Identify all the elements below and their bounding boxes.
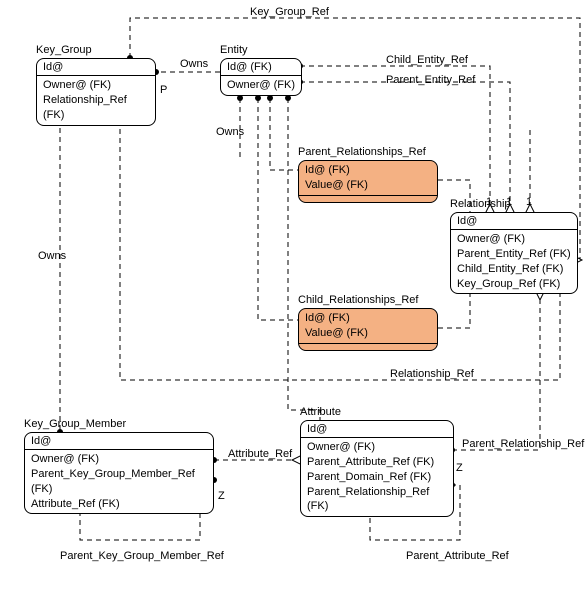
- key-group-box: Id@ Owner@ (FK) Relationship_Ref (FK): [36, 58, 156, 126]
- parent-rel-ref-row: Id@ (FK): [305, 163, 431, 178]
- key-group-row: Owner@ (FK): [43, 78, 149, 93]
- entity-row: Owner@ (FK): [227, 78, 295, 93]
- attribute-title: Attribute: [300, 406, 341, 418]
- label-parent-rel-ref: Parent_Relationship_Ref: [462, 438, 584, 450]
- label-one: 1: [526, 196, 532, 208]
- attribute-row: Parent_Relationship_Ref (FK): [307, 485, 447, 515]
- kgm-row: Attribute_Ref (FK): [31, 497, 207, 512]
- kgm-row: Owner@ (FK): [31, 452, 207, 467]
- kgm-box: Id@ Owner@ (FK) Parent_Key_Group_Member_…: [24, 432, 214, 514]
- child-rel-ref-box: Id@ (FK) Value@ (FK): [298, 308, 438, 351]
- label-z: Z: [456, 462, 463, 474]
- parent-rel-ref-row: Value@ (FK): [305, 178, 431, 193]
- relationship-row: Parent_Entity_Ref (FK): [457, 247, 571, 262]
- label-one: 1: [506, 196, 512, 208]
- entity-box: Id@ (FK) Owner@ (FK): [220, 58, 302, 96]
- child-rel-ref-title: Child_Relationships_Ref: [298, 294, 418, 306]
- label-one: 1: [486, 196, 492, 208]
- key-group-header: Id@: [37, 59, 155, 76]
- relationship-row: Key_Group_Ref (FK): [457, 277, 571, 292]
- label-z: Z: [218, 490, 225, 502]
- attribute-box: Id@ Owner@ (FK) Parent_Attribute_Ref (FK…: [300, 420, 454, 517]
- label-key-group-ref: Key_Group_Ref: [250, 6, 329, 18]
- label-owns: Owns: [38, 250, 66, 262]
- entity-header: Id@ (FK): [221, 59, 301, 76]
- attribute-row: Parent_Attribute_Ref (FK): [307, 455, 447, 470]
- label-parent-attr-ref: Parent_Attribute_Ref: [406, 550, 509, 562]
- label-child-entity-ref: Child_Entity_Ref: [386, 54, 468, 66]
- parent-rel-ref-title: Parent_Relationships_Ref: [298, 146, 426, 158]
- label-relationship-ref: Relationship_Ref: [390, 368, 474, 380]
- relationship-header: Id@: [451, 213, 577, 230]
- child-rel-ref-row: Value@ (FK): [305, 326, 431, 341]
- relationship-title: Relationship: [450, 198, 511, 210]
- label-owns: Owns: [180, 58, 208, 70]
- kgm-row: Parent_Key_Group_Member_Ref (FK): [31, 467, 207, 497]
- label-parent-entity-ref: Parent_Entity_Ref: [386, 74, 475, 86]
- relationship-row: Owner@ (FK): [457, 232, 571, 247]
- key-group-row: Relationship_Ref (FK): [43, 93, 149, 123]
- attribute-header: Id@: [301, 421, 453, 438]
- label-attribute-ref: Attribute_Ref: [228, 448, 292, 460]
- entity-title: Entity: [220, 44, 248, 56]
- label-owns: Owns: [216, 126, 244, 138]
- label-p: P: [160, 84, 167, 96]
- attribute-row: Owner@ (FK): [307, 440, 447, 455]
- kgm-title: Key_Group_Member: [24, 418, 126, 430]
- key-group-title: Key_Group: [36, 44, 92, 56]
- child-rel-ref-row: Id@ (FK): [305, 311, 431, 326]
- relationship-box: Id@ Owner@ (FK) Parent_Entity_Ref (FK) C…: [450, 212, 578, 294]
- relationship-row: Child_Entity_Ref (FK): [457, 262, 571, 277]
- kgm-header: Id@: [25, 433, 213, 450]
- parent-rel-ref-box: Id@ (FK) Value@ (FK): [298, 160, 438, 203]
- attribute-row: Parent_Domain_Ref (FK): [307, 470, 447, 485]
- label-parent-kgm-ref: Parent_Key_Group_Member_Ref: [60, 550, 224, 562]
